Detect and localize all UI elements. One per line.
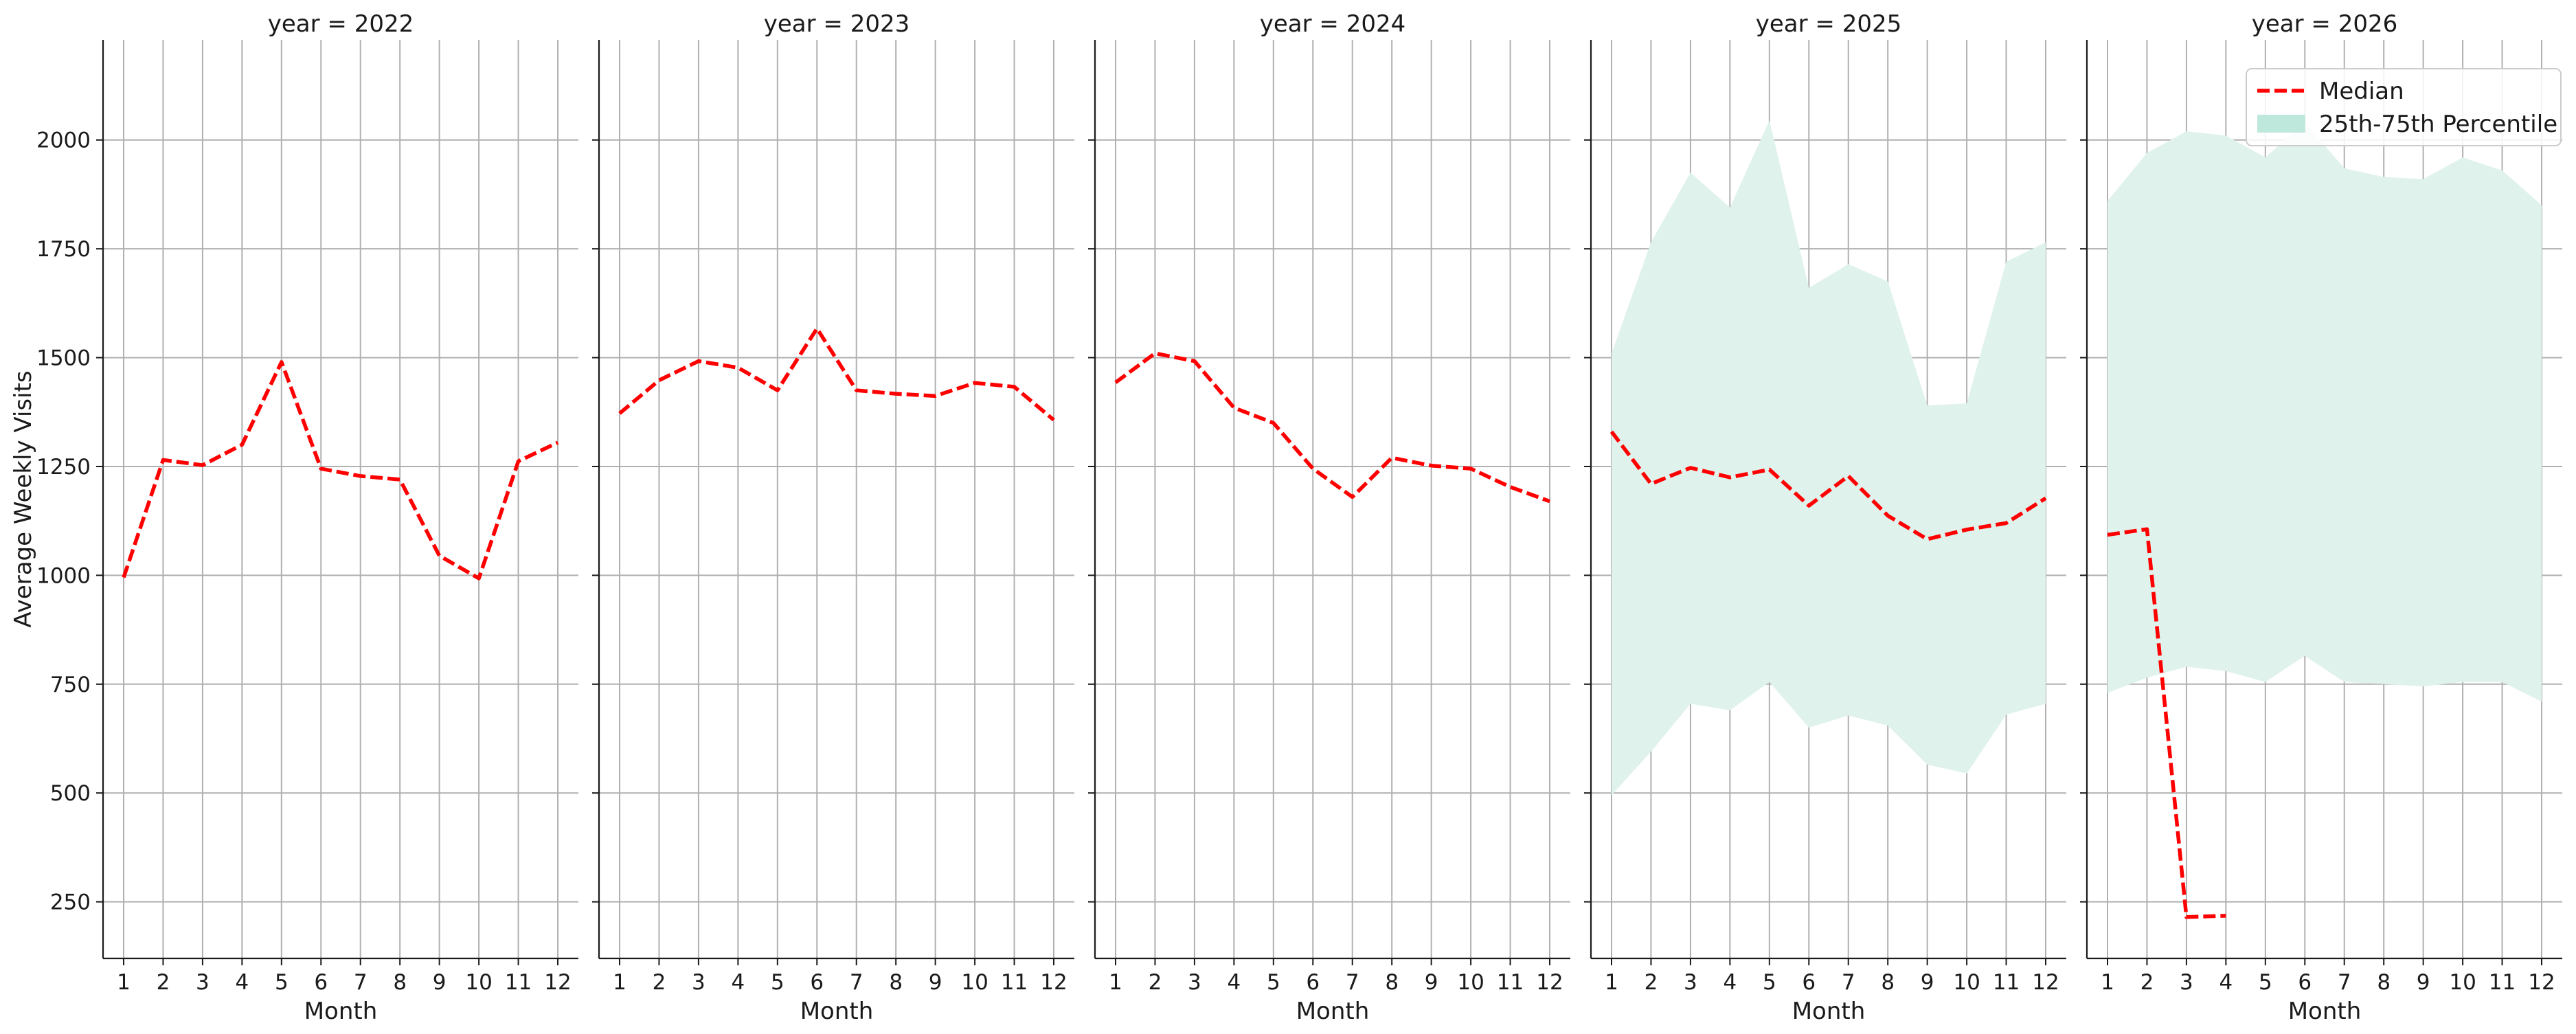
x-tick-label: 1 — [1109, 970, 1122, 995]
x-tick-label: 10 — [465, 970, 492, 995]
x-tick-label: 7 — [354, 970, 368, 995]
median-line — [1609, 430, 2047, 541]
y-tick-label: 1750 — [36, 237, 91, 262]
median-line — [618, 326, 1055, 422]
x-tick-label: 4 — [2219, 970, 2233, 995]
x-tick-label: 7 — [2338, 970, 2351, 995]
x-tick-label: 9 — [433, 970, 447, 995]
x-tick-label: 10 — [961, 970, 988, 995]
x-axis-label: Month — [1296, 998, 1370, 1025]
x-axis-label: Month — [800, 998, 874, 1025]
x-tick-label: 12 — [544, 970, 571, 995]
x-tick-label: 2 — [2140, 970, 2154, 995]
y-axis-label: Average Weekly Visits — [10, 370, 37, 627]
x-tick-label: 3 — [1684, 970, 1697, 995]
panel-title: year = 2022 — [268, 10, 414, 38]
x-tick-label: 8 — [2377, 970, 2391, 995]
x-tick-label: 11 — [505, 970, 532, 995]
x-tick-label: 8 — [1881, 970, 1895, 995]
x-tick-label: 1 — [117, 970, 131, 995]
x-tick-label: 5 — [1763, 970, 1776, 995]
y-tick-label: 500 — [50, 781, 91, 806]
x-tick-label: 7 — [850, 970, 863, 995]
x-tick-label: 9 — [1425, 970, 1438, 995]
x-tick-label: 8 — [393, 970, 407, 995]
x-axis-label: Month — [304, 998, 378, 1025]
x-tick-label: 6 — [314, 970, 328, 995]
y-tick-label: 1000 — [36, 563, 91, 588]
x-tick-label: 2 — [157, 970, 170, 995]
panel-title: year = 2025 — [1756, 10, 1901, 38]
x-tick-label: 7 — [1842, 970, 1855, 995]
x-tick-label: 6 — [2298, 970, 2312, 995]
y-tick-label: 250 — [50, 890, 91, 915]
panel-title: year = 2023 — [764, 10, 909, 38]
median-line — [2107, 527, 2226, 919]
x-tick-label: 5 — [275, 970, 289, 995]
x-tick-label: 10 — [1457, 970, 1484, 995]
legend-label: 25th-75th Percentile — [2319, 111, 2557, 138]
x-tick-label: 9 — [929, 970, 942, 995]
x-tick-label: 6 — [1802, 970, 1816, 995]
x-tick-label: 6 — [810, 970, 824, 995]
x-tick-label: 8 — [889, 970, 903, 995]
y-tick-label: 2000 — [36, 128, 91, 153]
x-tick-label: 2 — [653, 970, 666, 995]
x-tick-label: 7 — [1346, 970, 1359, 995]
panel-title: year = 2026 — [2252, 10, 2397, 38]
x-axis-label: Month — [2288, 998, 2362, 1025]
x-tick-label: 10 — [1953, 970, 1980, 995]
legend-band-swatch — [2257, 115, 2305, 133]
x-tick-label: 11 — [1001, 970, 1028, 995]
x-tick-label: 4 — [235, 970, 249, 995]
x-tick-label: 3 — [1188, 970, 1201, 995]
x-tick-label: 9 — [2417, 970, 2430, 995]
x-tick-label: 6 — [1306, 970, 1320, 995]
x-tick-label: 9 — [1921, 970, 1934, 995]
x-tick-label: 4 — [1723, 970, 1737, 995]
x-tick-label: 10 — [2449, 970, 2476, 995]
median-line — [1114, 351, 1550, 504]
panel-title: year = 2024 — [1260, 10, 1405, 38]
x-tick-label: 12 — [1536, 970, 1563, 995]
x-tick-label: 3 — [692, 970, 705, 995]
legend: Median 25th-75th Percentile — [2246, 68, 2562, 146]
x-tick-label: 1 — [2101, 970, 2114, 995]
x-tick-label: 2 — [1645, 970, 1658, 995]
x-tick-label: 2 — [1149, 970, 1162, 995]
x-tick-label: 12 — [1040, 970, 1067, 995]
x-tick-label: 3 — [2180, 970, 2193, 995]
x-tick-label: 11 — [1497, 970, 1524, 995]
x-tick-label: 5 — [771, 970, 784, 995]
x-tick-label: 3 — [196, 970, 210, 995]
x-tick-label: 11 — [2489, 970, 2516, 995]
percentile-band — [1612, 120, 2046, 796]
legend-box — [2246, 68, 2562, 146]
x-tick-label: 12 — [2528, 970, 2555, 995]
x-tick-label: 4 — [731, 970, 745, 995]
x-tick-label: 8 — [1385, 970, 1399, 995]
x-tick-label: 11 — [1993, 970, 2020, 995]
y-tick-label: 1500 — [36, 346, 91, 371]
x-tick-label: 4 — [1227, 970, 1241, 995]
x-tick-label: 5 — [2259, 970, 2272, 995]
legend-label: Median — [2319, 78, 2404, 105]
median-line — [122, 360, 559, 581]
x-tick-label: 1 — [1605, 970, 1618, 995]
y-tick-label: 1250 — [36, 455, 91, 480]
x-tick-label: 12 — [2032, 970, 2059, 995]
x-tick-label: 5 — [1267, 970, 1280, 995]
x-axis-label: Month — [1792, 998, 1866, 1025]
x-tick-label: 1 — [613, 970, 626, 995]
percentile-band — [2108, 122, 2542, 702]
y-tick-label: 750 — [50, 673, 91, 697]
